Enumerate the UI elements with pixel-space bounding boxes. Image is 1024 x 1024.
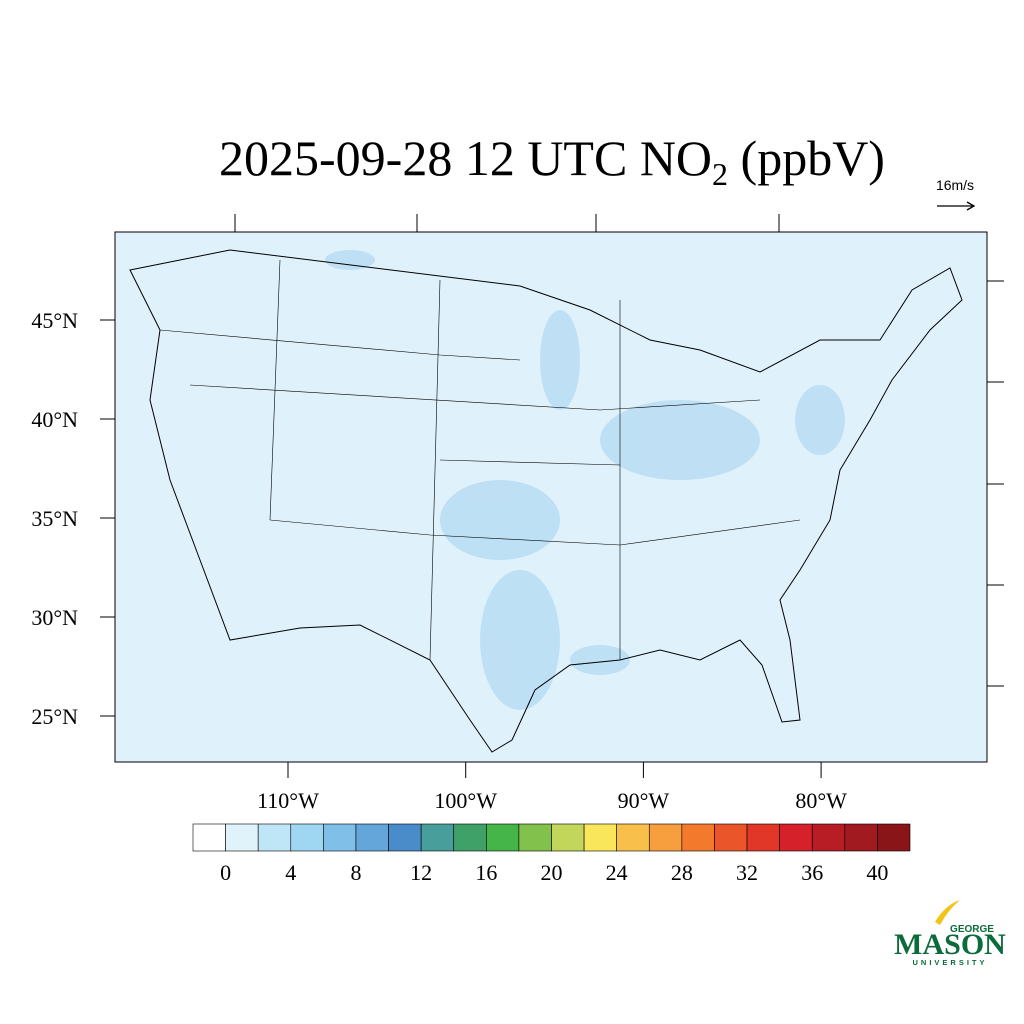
- colorbar-label: 0: [220, 860, 231, 885]
- colorbar-swatch: [648, 823, 683, 852]
- colorbar-label: 32: [736, 860, 758, 885]
- colorbar-label: 36: [801, 860, 823, 885]
- logo-main: MASON: [894, 928, 1006, 961]
- colorbar-swatch: [844, 823, 878, 852]
- colorbar-label: 20: [541, 860, 563, 885]
- colorbar-swatch: [518, 823, 552, 852]
- colorbar-swatch: [877, 823, 911, 852]
- lat-tick-label: 40°N: [31, 407, 78, 432]
- logo-bottom: UNIVERSITY: [912, 958, 987, 967]
- logo: GEORGE MASON UNIVERSITY: [894, 900, 1006, 967]
- state-borders: [159, 259, 801, 661]
- map: 45°N 40°N 35°N 30°N 25°N 110°W 100°W 90°W 80°W: [31, 214, 1004, 813]
- colorbar-swatch: [551, 823, 585, 852]
- colorbar-label: 24: [606, 860, 628, 885]
- colorbar-swatch: [811, 823, 846, 852]
- colorbar-swatch: [714, 823, 748, 852]
- lat-tick-label: 45°N: [31, 308, 78, 333]
- colorbar-label: 16: [475, 860, 497, 885]
- colorbar-swatch: [583, 823, 617, 852]
- title-main: 2025-09-28 12 UTC NO: [219, 130, 712, 186]
- lon-tick-label: 80°W: [795, 788, 847, 813]
- colorbar-swatch: [388, 823, 422, 852]
- title: 2025-09-28 12 UTC NO2 (ppbV): [219, 130, 885, 192]
- colorbar-label: 40: [866, 860, 888, 885]
- logo-top: GEORGE: [950, 924, 994, 935]
- colorbar-label: 4: [285, 860, 296, 885]
- colorbar-swatch: [323, 823, 357, 852]
- wind-reference-arrow: [937, 201, 976, 211]
- title-subscript: 2: [712, 156, 728, 192]
- lon-tick-label: 100°W: [434, 788, 497, 813]
- colorbar-swatch: [486, 823, 520, 852]
- lat-tick-label: 25°N: [31, 704, 78, 729]
- lon-tick-label: 110°W: [257, 788, 319, 813]
- concentration-haze: [325, 250, 845, 710]
- colorbar-swatch: [192, 823, 226, 852]
- lon-tick-label: 90°W: [618, 788, 670, 813]
- colorbar-swatch: [225, 823, 259, 852]
- colorbar-label: 28: [671, 860, 693, 885]
- colorbar-swatch: [616, 823, 650, 852]
- logo-mark: [935, 900, 960, 925]
- colorbar-swatch: [290, 823, 324, 852]
- colorbar-swatch: [355, 823, 389, 852]
- colorbar-label: 8: [350, 860, 361, 885]
- wind-reference-label: 16m/s: [936, 177, 974, 193]
- title-suffix: (ppbV): [728, 130, 885, 186]
- colorbar: 0 4 8 12 16 20 24 28 32 36 40: [192, 823, 911, 885]
- coastline: [129, 249, 963, 753]
- colorbar-swatch: [779, 823, 813, 852]
- colorbar-swatch: [453, 823, 487, 852]
- colorbar-swatch: [257, 823, 292, 852]
- lat-tick-label: 35°N: [31, 506, 78, 531]
- colorbar-swatch: [420, 823, 455, 852]
- frame-ticks: [234, 214, 1004, 687]
- colorbar-swatch: [681, 823, 715, 852]
- colorbar-label: 12: [410, 860, 432, 885]
- colorbar-swatch: [746, 823, 780, 852]
- lat-tick-label: 30°N: [31, 605, 78, 630]
